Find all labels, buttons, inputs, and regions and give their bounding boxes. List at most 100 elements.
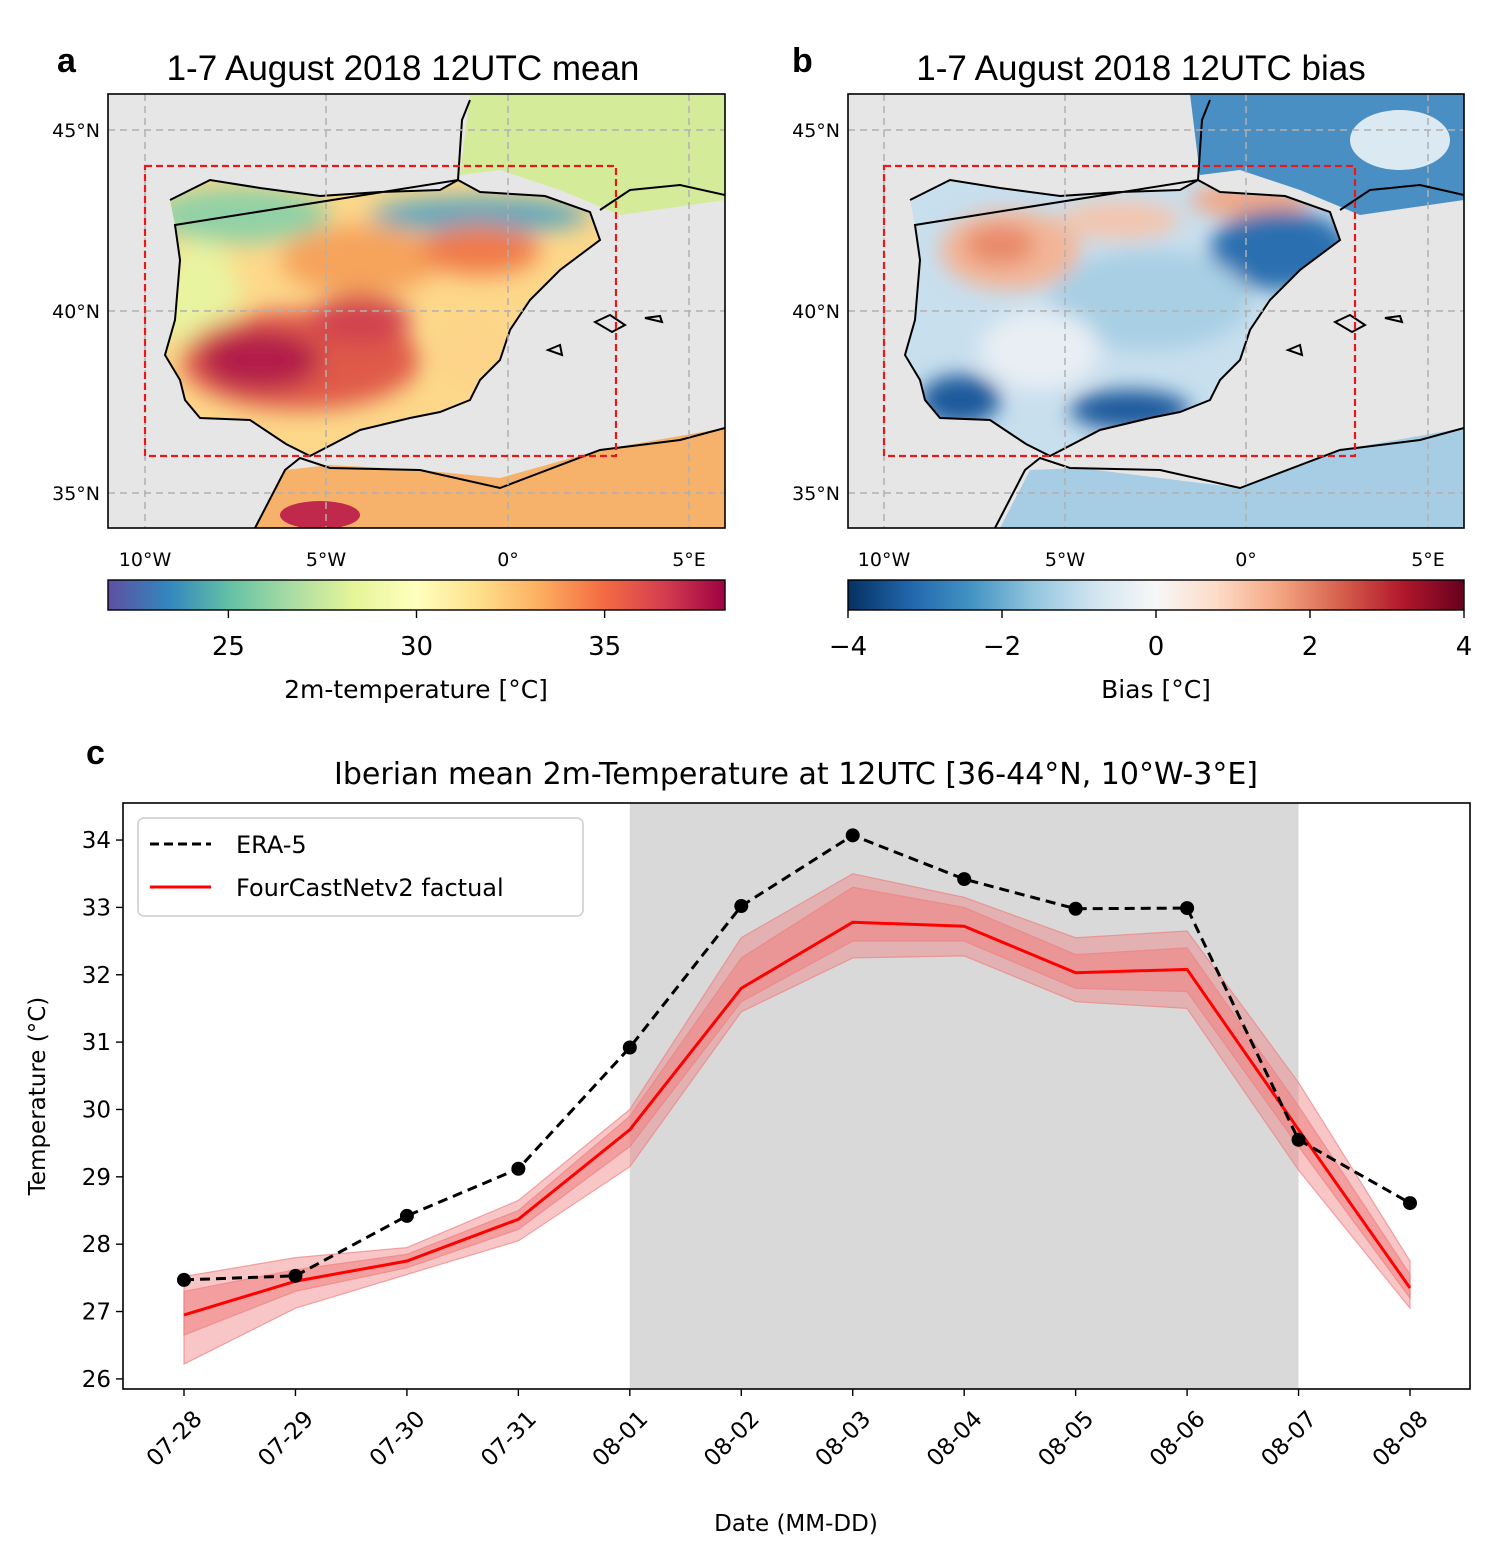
map-b-lat-ticks: 45°N 40°N 35°N [792,120,840,505]
era5-point [957,872,972,887]
lat-tick: 35°N [52,483,100,505]
colorbar-tick-label: 0 [1148,632,1165,662]
colorbar-b-label: Bias [°C] [1101,675,1211,704]
lat-tick: 45°N [52,120,100,142]
colorbar-tick-label: −4 [829,632,867,662]
x-tick-label: 08-02 [699,1406,765,1472]
panel-a-title: 1-7 August 2018 12UTC mean [167,49,640,88]
lon-tick: 0° [497,549,519,571]
panel-b-title: 1-7 August 2018 12UTC bias [916,49,1365,88]
era5-point [511,1161,526,1176]
lat-tick: 40°N [792,301,840,323]
colorbar-tick-label: 35 [588,632,621,662]
y-tick-label: 33 [82,895,111,921]
era5-point [177,1272,191,1287]
y-tick-label: 34 [82,828,111,854]
x-axis: 07-28 07-29 07-30 07-31 08-01 08-02 08-03 08-04… [142,1389,1434,1472]
colorbar-a-label: 2m-temperature [°C] [284,675,548,704]
colorbar-b [847,579,1465,611]
era5-point [1180,901,1195,916]
colorbar-tick-label: 30 [400,632,433,662]
y-axis: 26 27 28 29 30 31 32 33 34 [82,828,123,1393]
legend: ERA-5 FourCastNetv2 factual [137,817,584,917]
era5-point [1068,901,1083,916]
lon-tick: 10°W [858,549,911,571]
map-b-domain-box [882,164,1357,458]
chart-title: Iberian mean 2m-Temperature at 12UTC [36… [334,757,1258,792]
lon-tick: 5°E [1411,549,1445,571]
era5-line [183,833,1411,1282]
legend-box [137,817,584,917]
x-tick-label: 08-04 [922,1406,988,1472]
map-a-lon-ticks: 10°W 5°W 0° 5°E [119,549,706,571]
lat-tick: 40°N [52,301,100,323]
era5-point [1291,1132,1306,1147]
colorbar-tick-label: 25 [212,632,245,662]
panel-b-letter: b [792,42,813,80]
fourcastnet-line [183,920,1412,1317]
x-axis-label: Date (MM-DD) [714,1511,878,1537]
map-a-africa-hotspot [280,501,360,528]
x-tick-label: 08-01 [588,1406,654,1472]
lat-tick: 35°N [792,483,840,505]
panel-c-letter: c [86,734,105,772]
lat-tick: 45°N [792,120,840,142]
plot-frame [122,802,1471,1390]
x-tick-label: 08-03 [811,1406,877,1472]
map-b-balearic-islands [1285,313,1404,357]
fourcastnet-outer-band [183,873,1411,1366]
legend-era5-label: ERA-5 [236,831,307,859]
map-a-balearic-islands [545,313,664,357]
map-b-africa-field [1000,428,1464,528]
era5-point [622,1040,637,1055]
lon-tick: 5°W [1045,549,1086,571]
panel-a: a 1-7 August 2018 12UTC mean [52,42,726,704]
y-tick-label: 30 [82,1097,111,1123]
x-tick-label: 07-30 [365,1406,431,1472]
lon-tick: 5°E [672,549,706,571]
colorbar-tick-label: 4 [1456,632,1473,662]
panel-c: c Iberian mean 2m-Temperature at 12UTC [… [25,734,1471,1537]
lon-tick: 0° [1235,549,1257,571]
y-tick-label: 29 [82,1165,111,1191]
x-tick-label: 08-08 [1368,1406,1434,1472]
x-tick-label: 07-28 [142,1406,208,1472]
x-tick-label: 07-31 [476,1406,542,1472]
map-a-coastline-france [599,183,725,211]
map-a [108,94,725,528]
colorbar-tick-label: 2 [1302,632,1319,662]
era5-point [288,1268,303,1283]
x-tick-label: 07-29 [253,1406,319,1472]
y-tick-label: 28 [82,1232,111,1258]
map-a-coastline-africa [254,427,725,528]
shaded-period [629,803,1299,1389]
map-a-africa-field [255,428,725,528]
map-a-lat-ticks: 45°N 40°N 35°N [52,120,100,505]
y-axis-label: Temperature (°C) [25,997,51,1197]
map-a-domain-box [143,164,618,458]
panel-b: b 1-7 August 2018 12UTC bias [792,42,1472,704]
map-a-frame [107,93,726,529]
plot-layer [177,828,1417,1366]
map-b [848,94,1464,528]
map-b-coastline-france [1339,183,1464,211]
x-tick-label: 08-06 [1145,1406,1211,1472]
legend-fourcastnet-label: FourCastNetv2 factual [236,874,504,902]
y-tick-label: 32 [82,963,111,989]
era5-point [845,828,860,843]
panel-a-letter: a [57,42,77,80]
fourcastnet-inner-band [183,886,1411,1336]
map-a-france-field [440,94,725,215]
y-tick-label: 31 [82,1030,111,1056]
lon-tick: 5°W [306,549,347,571]
y-tick-label: 27 [82,1300,111,1326]
colorbar-a [107,579,726,611]
map-b-coastline-iberia [903,99,1342,458]
era5-point [1403,1196,1417,1211]
x-tick-label: 08-07 [1256,1406,1322,1472]
lon-tick: 10°W [119,549,172,571]
colorbar-b-ticks: −4 −2 0 2 4 [829,610,1472,662]
map-b-frame [847,93,1465,529]
map-a-coastline-iberia [163,99,602,458]
map-b-france-pale [1350,110,1450,170]
